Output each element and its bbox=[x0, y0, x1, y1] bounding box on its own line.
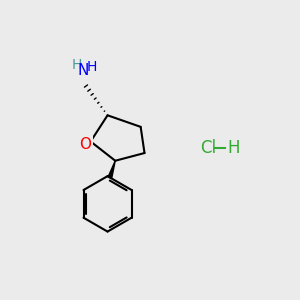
Text: H: H bbox=[87, 60, 97, 74]
Text: O: O bbox=[79, 137, 91, 152]
Polygon shape bbox=[108, 161, 115, 178]
Text: H: H bbox=[227, 139, 239, 157]
Text: Cl: Cl bbox=[200, 139, 216, 157]
Text: H: H bbox=[72, 58, 82, 72]
Text: N: N bbox=[78, 63, 89, 78]
